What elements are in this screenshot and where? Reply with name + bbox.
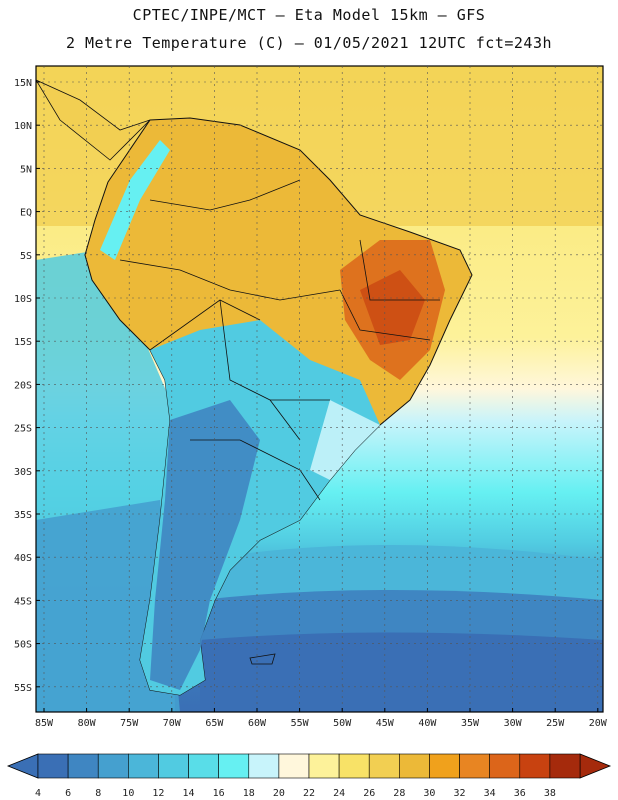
land-cold-andes	[150, 400, 260, 690]
lat-label: 5S	[20, 251, 32, 262]
lon-label: 50W	[333, 718, 352, 729]
lon-label: 80W	[78, 718, 97, 729]
hot-core-northeast	[360, 270, 425, 345]
colorbar-swatch	[459, 753, 490, 779]
lon-label: 70W	[163, 718, 182, 729]
colorbar-swatch	[519, 753, 551, 779]
colorbar: 4 6 8 10 12 14 16 18 20 22 24 26 28 30 32 34 36 38	[6, 753, 612, 799]
atlantic-band-4	[200, 632, 603, 712]
title-source: CPTEC/INPE/MCT – Eta Model 15km – GFS	[132, 6, 486, 24]
lat-label: EQ	[20, 208, 32, 219]
colorbar-label: 24	[333, 788, 345, 799]
colorbar-swatch	[278, 753, 310, 779]
lon-label: 25W	[546, 718, 565, 729]
colorbar-label: 26	[363, 788, 375, 799]
colorbar-label: 18	[243, 788, 255, 799]
colorbar-swatch	[549, 753, 581, 779]
colorbar-label: 12	[152, 788, 164, 799]
lat-label: 15N	[14, 78, 32, 89]
lon-label: 20W	[589, 718, 608, 729]
falkland-islands	[249, 653, 276, 665]
colorbar-swatch	[368, 753, 400, 779]
colorbar-swatch	[218, 753, 250, 779]
lat-label: 15S	[14, 337, 32, 348]
colorbar-label: 32	[454, 788, 466, 799]
lon-label: 65W	[205, 718, 224, 729]
colorbar-label: 8	[95, 788, 101, 799]
southeast-coast-mild	[310, 400, 380, 480]
graticule	[36, 66, 603, 712]
colorbar-swatch	[338, 753, 370, 779]
colorbar-label: 22	[303, 788, 315, 799]
colorbar-label: 6	[65, 788, 71, 799]
colorbar-label: 20	[273, 788, 285, 799]
lon-label: 35W	[461, 718, 480, 729]
title-variable: 2 Metre Temperature (C) – 01/05/2021 12U…	[65, 34, 553, 52]
lon-label: 30W	[504, 718, 523, 729]
lon-label: 45W	[376, 718, 395, 729]
colorbar-label: 14	[183, 788, 195, 799]
lon-label: 60W	[248, 718, 267, 729]
colorbar-label: 30	[423, 788, 435, 799]
lat-label: 20S	[14, 380, 32, 391]
colorbar-arrow-low	[6, 753, 39, 779]
colorbar-swatch	[188, 753, 219, 779]
colorbar-swatch	[97, 753, 129, 779]
colorbar-arrow-high	[579, 753, 612, 779]
colorbar-swatch	[489, 753, 521, 779]
central-america	[36, 79, 151, 161]
lon-label: 75W	[120, 718, 139, 729]
colorbar-swatch	[399, 753, 430, 779]
lat-label: 10S	[14, 294, 32, 305]
lat-label: 30S	[14, 467, 32, 478]
lat-label: 40S	[14, 553, 32, 564]
lon-label: 55W	[291, 718, 310, 729]
colorbar-label: 38	[544, 788, 556, 799]
colorbar-swatch	[308, 753, 340, 779]
andes-north-cold	[100, 140, 170, 260]
lat-label: 5N	[20, 164, 32, 175]
colorbar-swatch	[158, 753, 189, 779]
lat-label: 35S	[14, 510, 32, 521]
colorbar-label: 34	[484, 788, 496, 799]
colorbar-swatch	[128, 753, 159, 779]
map-frame	[35, 65, 604, 713]
lat-label: 50S	[14, 640, 32, 651]
lon-label: 40W	[418, 718, 437, 729]
colorbar-label: 16	[213, 788, 225, 799]
lat-label: 10N	[14, 121, 32, 132]
longitude-labels: 85W 80W 75W 70W 65W 60W 55W 50W 45W 40W 35W 30W 25W 2…	[35, 718, 608, 729]
colorbar-label: 36	[514, 788, 526, 799]
colorbar-label: 10	[122, 788, 134, 799]
map-field	[36, 66, 603, 712]
latitude-labels: 15N 10N 5N EQ 5S 10S 15S 20S 25S 30S 35S 40S 45S 50S 5…	[14, 78, 32, 694]
colorbar-swatch	[248, 753, 280, 779]
colorbar-swatch	[67, 753, 99, 779]
colorbar-swatch	[429, 753, 460, 779]
lon-label: 85W	[35, 718, 54, 729]
colorbar-swatch	[37, 753, 69, 779]
country-borders	[119, 179, 440, 501]
lat-label: 25S	[14, 424, 32, 435]
lat-label: 55S	[14, 683, 32, 694]
colorbar-label: 28	[393, 788, 405, 799]
colorbar-label: 4	[35, 788, 41, 799]
lat-label: 45S	[14, 596, 32, 607]
